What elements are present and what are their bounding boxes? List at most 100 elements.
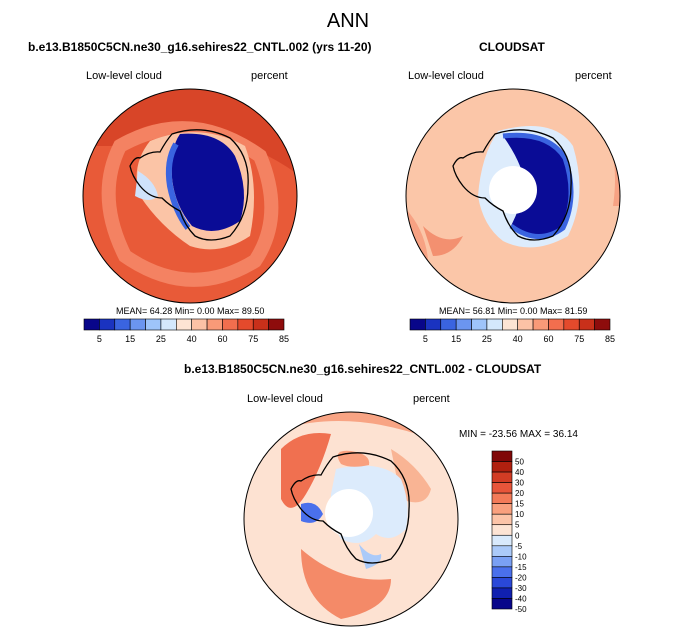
panel1-colorbar-box bbox=[191, 318, 208, 331]
panel1-colorbar: 515254060758595 bbox=[83, 318, 289, 344]
panel3-colorbar-box bbox=[491, 492, 513, 504]
panel3-colorbar-tick-label: 10 bbox=[515, 510, 524, 519]
panel2-pole-hole bbox=[489, 166, 537, 214]
panel2-title: CLOUDSAT bbox=[479, 40, 545, 54]
panel3-title: b.e13.B1850C5CN.ne30_g16.sehires22_CNTL.… bbox=[184, 362, 542, 376]
panel1-stats: MEAN= 64.28 Min= 0.00 Max= 89.50 bbox=[116, 306, 265, 316]
panel1-colorbar-box bbox=[83, 318, 100, 331]
panel3-colorbar-tick-label: -50 bbox=[515, 605, 527, 612]
panel3-colorbar-tick-label: -15 bbox=[515, 563, 527, 572]
panel3-field-positive-north bbox=[337, 450, 370, 467]
panel3-units-label: percent bbox=[413, 393, 450, 405]
panel1-colorbar-tick-label: 5 bbox=[97, 334, 102, 344]
panel1-units-label: percent bbox=[251, 70, 288, 82]
panel1-colorbar-tick-label: 40 bbox=[187, 334, 197, 344]
panel3-colorbar-tick-label: 30 bbox=[515, 479, 524, 488]
panel3-colorbar-box bbox=[491, 524, 513, 536]
panel3-colorbar-tick-label: 0 bbox=[515, 531, 520, 540]
panel3-colorbar-box bbox=[491, 598, 513, 610]
panel3-colorbar-box bbox=[491, 482, 513, 494]
panel3-coastline bbox=[290, 452, 410, 564]
panel1-map bbox=[82, 88, 298, 304]
panel1-field-band bbox=[83, 89, 297, 176]
panel1-title: b.e13.B1850C5CN.ne30_g16.sehires22_CNTL.… bbox=[28, 40, 372, 54]
panel1-colorbar-tick-label: 15 bbox=[125, 334, 135, 344]
panel1-colorbar-box bbox=[252, 318, 269, 331]
panel2-colorbar-box bbox=[486, 318, 503, 331]
panel3-colorbar-box bbox=[491, 587, 513, 599]
panel2-variable-label: Low-level cloud bbox=[408, 70, 484, 82]
panel3-colorbar-tick-label: -20 bbox=[515, 573, 527, 582]
panel3-map bbox=[243, 411, 459, 627]
panel2-colorbar-box bbox=[471, 318, 488, 331]
panel3-colorbar-box bbox=[491, 503, 513, 515]
panel3-colorbar-box bbox=[491, 450, 513, 462]
panel3-colorbar-tick-label: -30 bbox=[515, 584, 527, 593]
panel3-colorbar-box bbox=[491, 461, 513, 473]
panel1-colorbar-box bbox=[145, 318, 162, 331]
panel3-colorbar-box bbox=[491, 556, 513, 568]
panel1-colorbar-tick-label: 85 bbox=[279, 334, 289, 344]
panel1-coastline bbox=[129, 129, 249, 241]
panel3-variable-label: Low-level cloud bbox=[247, 393, 323, 405]
panel3-colorbar-tick-label: 20 bbox=[515, 489, 524, 498]
panel2-colorbar-tick-label: 15 bbox=[451, 334, 461, 344]
panel2-colorbar-tick-label: 85 bbox=[605, 334, 615, 344]
panel1-colorbar-tick-label: 75 bbox=[248, 334, 258, 344]
panel2-colorbar-tick-label: 5 bbox=[423, 334, 428, 344]
panel3-colorbar-tick-label: 5 bbox=[515, 521, 520, 530]
panel2-colorbar-box bbox=[517, 318, 534, 331]
panel2-colorbar-box bbox=[440, 318, 457, 331]
panel3-field-positive-south bbox=[301, 549, 391, 619]
panel3-colorbar-tick-label: -5 bbox=[515, 542, 523, 551]
panel3-colorbar-tick-label: 15 bbox=[515, 500, 524, 509]
panel1-map-boundary bbox=[82, 88, 298, 304]
panel1-colorbar-box bbox=[114, 318, 131, 331]
panel3-field-negative-west bbox=[301, 502, 323, 523]
panel3-pole-hole bbox=[325, 489, 373, 537]
panel1-colorbar-tick-label: 25 bbox=[156, 334, 166, 344]
panel1-colorbar-box bbox=[268, 318, 285, 331]
panel2-colorbar-box bbox=[425, 318, 442, 331]
panel1-field-low-cloud bbox=[171, 133, 244, 231]
panel1-colorbar-box bbox=[237, 318, 254, 331]
panel2-field-patch-c bbox=[423, 226, 463, 256]
panel2-units-label: percent bbox=[575, 70, 612, 82]
panel1-colorbar-box bbox=[160, 318, 177, 331]
panel3-colorbar-box bbox=[491, 534, 513, 547]
panel2-colorbar-tick-label: 40 bbox=[513, 334, 523, 344]
panel1-colorbar-tick-label: 60 bbox=[217, 334, 227, 344]
panel2-map bbox=[405, 88, 621, 304]
panel1-field-pale-zone bbox=[135, 171, 158, 200]
panel2-colorbar-box bbox=[409, 318, 426, 331]
panel1-field-ring bbox=[101, 121, 279, 287]
figure-title: ANN bbox=[326, 10, 370, 32]
panel2-colorbar: 515254060758595 bbox=[409, 318, 615, 344]
panel3-colorbar-tick-label: -40 bbox=[515, 594, 527, 603]
panel2-coastline bbox=[452, 129, 572, 241]
panel3-colorbar-tick-label: 40 bbox=[515, 468, 524, 477]
panel3-colorbar-box bbox=[491, 513, 513, 526]
panel3-colorbar-box bbox=[491, 471, 513, 483]
panel3-colorbar-box bbox=[491, 566, 513, 578]
panel2-colorbar-tick-label: 60 bbox=[543, 334, 553, 344]
panel3-field-positive bbox=[281, 433, 331, 508]
panel2-colorbar-box bbox=[563, 318, 580, 331]
panel1-field-low-cloud-edge bbox=[165, 142, 191, 230]
panel1-variable-label: Low-level cloud bbox=[86, 70, 162, 82]
panel2-colorbar-box bbox=[578, 318, 595, 331]
panel2-colorbar-tick-label: 25 bbox=[482, 334, 492, 344]
panel2-map-boundary bbox=[405, 88, 621, 304]
panel2-colorbar-box bbox=[594, 318, 611, 331]
panel1-colorbar-box bbox=[129, 318, 146, 331]
panel3-colorbar-box bbox=[491, 577, 513, 589]
panel3-colorbar-tick-label: -10 bbox=[515, 552, 527, 561]
panel2-stats: MEAN= 56.81 Min= 0.00 Max= 81.59 bbox=[439, 306, 588, 316]
panel3-colorbar-box bbox=[491, 545, 513, 557]
panel2-colorbar-box bbox=[502, 318, 518, 331]
panel2-colorbar-box bbox=[455, 318, 472, 331]
panel2-colorbar-box bbox=[532, 318, 549, 331]
panel3-stats: MIN = -23.56 MAX = 36.14 bbox=[459, 429, 578, 440]
panel1-colorbar-box bbox=[99, 318, 116, 331]
